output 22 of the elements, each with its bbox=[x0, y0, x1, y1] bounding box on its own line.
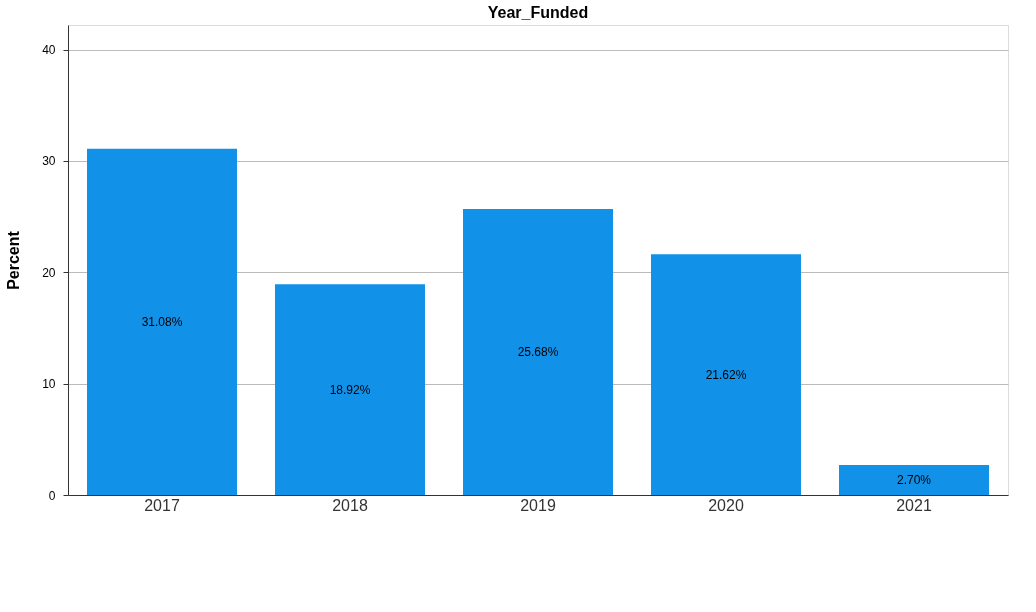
y-tick-label: 10 bbox=[42, 377, 56, 392]
y-axis-title: Percent bbox=[5, 230, 23, 290]
bar bbox=[651, 254, 801, 495]
y-tick-label: 30 bbox=[42, 154, 56, 169]
bar bbox=[839, 464, 989, 495]
bar bbox=[87, 148, 237, 495]
x-tick-label: 2017 bbox=[144, 496, 180, 514]
y-tick-label: 0 bbox=[48, 488, 56, 503]
x-tick-label: 2019 bbox=[520, 496, 556, 514]
data-label: 25.68% bbox=[517, 345, 559, 359]
x-tick-label: 2021 bbox=[896, 496, 932, 514]
data-label: 2.70% bbox=[896, 472, 932, 487]
x-tick-label: 2020 bbox=[708, 496, 744, 514]
bar bbox=[275, 284, 425, 495]
bar bbox=[463, 208, 613, 495]
y-tick-label: 20 bbox=[42, 265, 56, 280]
data-label: 18.92% bbox=[329, 382, 371, 397]
data-label: 21.62% bbox=[705, 367, 747, 382]
x-tick-label: 2018 bbox=[332, 496, 368, 514]
y-tick-label: 40 bbox=[42, 43, 56, 57]
chart-title: Year_Funded bbox=[487, 4, 589, 21]
data-label: 31.08% bbox=[141, 314, 183, 329]
